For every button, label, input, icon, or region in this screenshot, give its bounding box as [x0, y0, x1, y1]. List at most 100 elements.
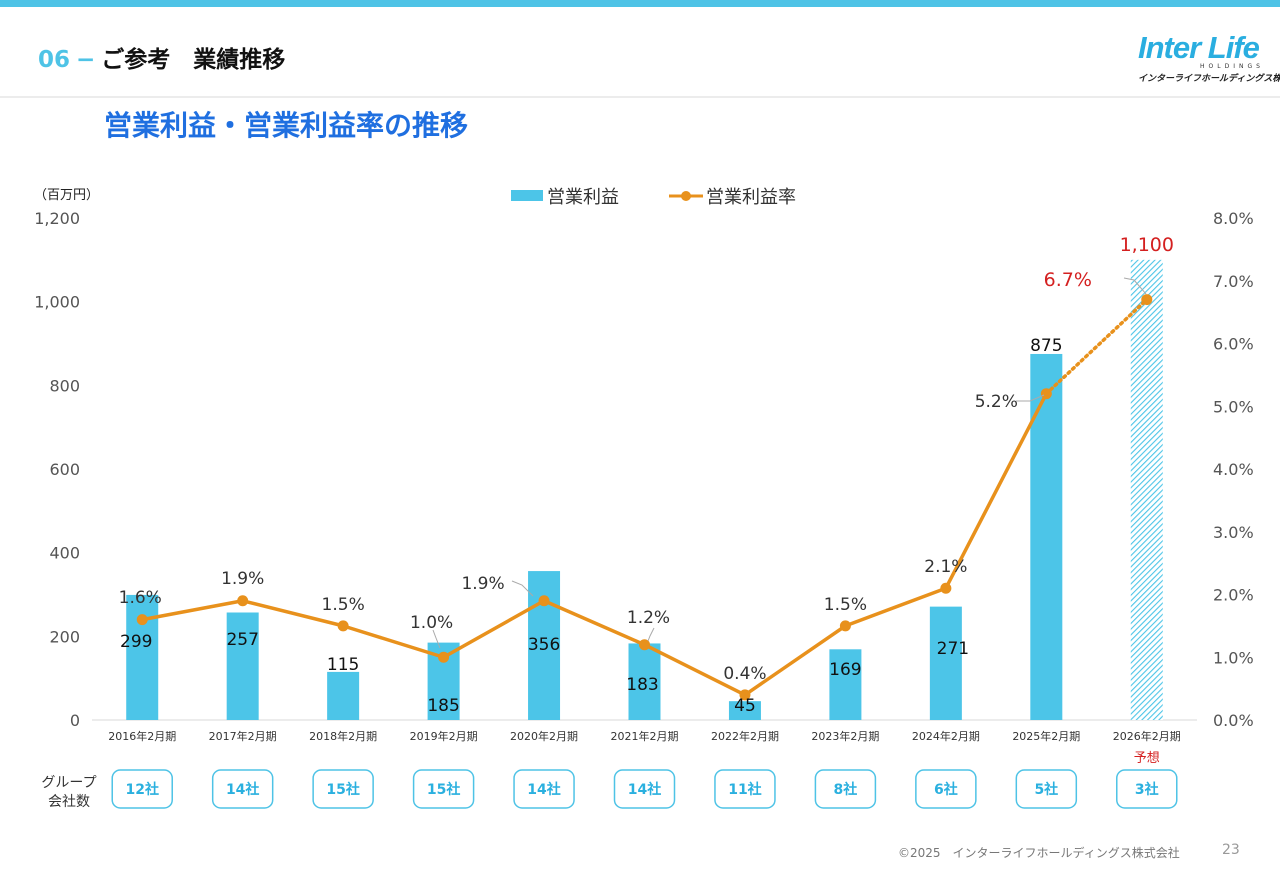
y-axis-tick-label: 0: [70, 711, 80, 730]
ratio-point-2019年2月期: [438, 651, 450, 663]
legend-marker-line: [681, 191, 691, 201]
ratio-value-label: 2.1%: [924, 557, 967, 577]
company-count-label: 14社: [527, 781, 560, 798]
bar-value-label: 115: [327, 655, 359, 675]
company-count-label: 6社: [934, 781, 958, 798]
section-number: 06: [38, 47, 71, 73]
ratio-point-2018年2月期: [337, 620, 349, 632]
logo-brand: Inter Life: [1138, 30, 1260, 65]
bar-value-label: 257: [226, 630, 258, 650]
company-count-label: 12社: [125, 781, 158, 798]
x-axis-tick-label: 2018年2月期: [309, 729, 377, 743]
ratio-value-label: 5.2%: [975, 392, 1018, 412]
bar-2026年2月期: [1130, 259, 1163, 720]
ratio-point-2025年2月期: [1040, 388, 1052, 400]
y-axis-tick-label: 200: [49, 627, 80, 646]
y2-axis-tick-label: 1.0%: [1213, 648, 1254, 667]
bar-2023年2月期: [829, 649, 862, 720]
y2-axis-tick-label: 5.0%: [1213, 397, 1254, 416]
leader-line: [511, 580, 534, 597]
company-count-label: 11社: [728, 781, 761, 798]
company-count-label: 14社: [628, 781, 661, 798]
section-heading: 06− ご参考 業績推移: [38, 40, 285, 74]
ratio-point-2023年2月期: [839, 620, 851, 632]
x-axis-tick-label: 2021年2月期: [611, 729, 679, 743]
ratio-value-label: 6.7%: [1044, 269, 1092, 291]
company-count-box: [412, 769, 475, 809]
copyright: ©2025 インターライフホールディングス株式会社: [898, 846, 1180, 860]
section-title: ご参考 業績推移: [101, 47, 286, 73]
bar-2021年2月期: [628, 643, 661, 720]
company-count-box: [613, 769, 676, 809]
x-axis-tick-label: 2025年2月期: [1012, 729, 1080, 743]
bar-2022年2月期: [728, 701, 761, 720]
x-axis-tick-label: 2022年2月期: [711, 729, 779, 743]
company-count-label: 14社: [226, 781, 259, 798]
ratio-value-label: 0.4%: [723, 664, 766, 684]
ratio-value-label: 1.6%: [119, 588, 162, 608]
y2-axis-tick-label: 0.0%: [1213, 711, 1254, 730]
ratio-value-label: 1.9%: [461, 574, 504, 594]
page-number: 23: [1222, 842, 1240, 858]
bar-2025年2月期: [1030, 353, 1063, 720]
bar-value-label: 45: [734, 696, 756, 716]
legend-label-line: 営業利益率: [706, 187, 796, 208]
company-count-label: 5社: [1034, 781, 1058, 798]
y-axis-tick-label: 600: [49, 460, 80, 479]
company-count-box: [513, 769, 575, 809]
ratio-point-2024年2月期: [940, 582, 952, 594]
x-axis-tick-label: 2017年2月期: [209, 729, 277, 743]
company-count-box: [915, 769, 977, 809]
y-axis-unit-label: （百万円）: [34, 188, 99, 203]
bar-value-label: 299: [120, 632, 152, 652]
ratio-point-2020年2月期: [538, 595, 550, 607]
x-axis-tick-label: 2026年2月期: [1113, 729, 1181, 743]
y2-axis-tick-label: 3.0%: [1213, 523, 1254, 542]
bar-value-label: 356: [528, 635, 560, 655]
top-accent-bar: [0, 0, 1280, 7]
bar-2016年2月期: [126, 594, 159, 720]
company-count-label: 15社: [427, 781, 460, 798]
logo-kana: インターライフホールディングス株式会社: [1138, 74, 1280, 84]
bar-value-label: 183: [626, 675, 658, 695]
company-count-box: [814, 769, 877, 809]
y-axis-tick-label: 1,200: [34, 209, 80, 228]
y2-axis-tick-label: 7.0%: [1213, 272, 1254, 291]
ratio-point-2022年2月期: [739, 689, 751, 701]
leader-line: [1016, 394, 1045, 402]
leader-line: [1123, 277, 1147, 295]
company-count-label: 15社: [326, 781, 359, 798]
x-axis-tick-label: 2019年2月期: [410, 729, 478, 743]
legend-label-bar: 営業利益: [547, 187, 619, 208]
forecast-note: 予想: [1134, 750, 1160, 766]
bar-2018年2月期: [327, 671, 360, 720]
ratio-point-2017年2月期: [237, 595, 249, 607]
company-count-label: 3社: [1135, 781, 1159, 798]
leader-line: [432, 629, 441, 649]
ratio-value-label: 1.9%: [221, 569, 264, 589]
y2-axis-tick-label: 8.0%: [1213, 209, 1254, 228]
x-axis-tick-label: 2024年2月期: [912, 729, 980, 743]
company-count-box: [1015, 769, 1078, 809]
group-label-line2: 会社数: [48, 794, 90, 810]
header-divider: [0, 96, 1280, 98]
ratio-line-forecast: [1044, 297, 1149, 396]
section-dash: −: [76, 47, 96, 73]
y-axis-tick-label: 400: [49, 544, 80, 563]
x-axis-tick-label: 2023年2月期: [811, 729, 879, 743]
logo-holdings: HOLDINGS: [1200, 63, 1264, 70]
x-axis-tick-label: 2020年2月期: [510, 729, 578, 743]
leader-line: [647, 627, 655, 642]
bar-2017年2月期: [226, 612, 259, 720]
group-label-line1: グループ: [41, 775, 96, 791]
ratio-value-label: 1.5%: [824, 595, 867, 615]
ratio-line: [141, 392, 1048, 697]
company-count-box: [1116, 769, 1178, 809]
y-axis-tick-label: 1,000: [34, 293, 80, 312]
company-logo: Inter Life HOLDINGS インターライフホールディングス株式会社: [1128, 30, 1280, 90]
bar-value-label: 271: [937, 639, 969, 659]
bar-value-label: 169: [829, 660, 861, 680]
company-count-box: [211, 769, 274, 809]
ratio-point-2021年2月期: [639, 639, 650, 651]
